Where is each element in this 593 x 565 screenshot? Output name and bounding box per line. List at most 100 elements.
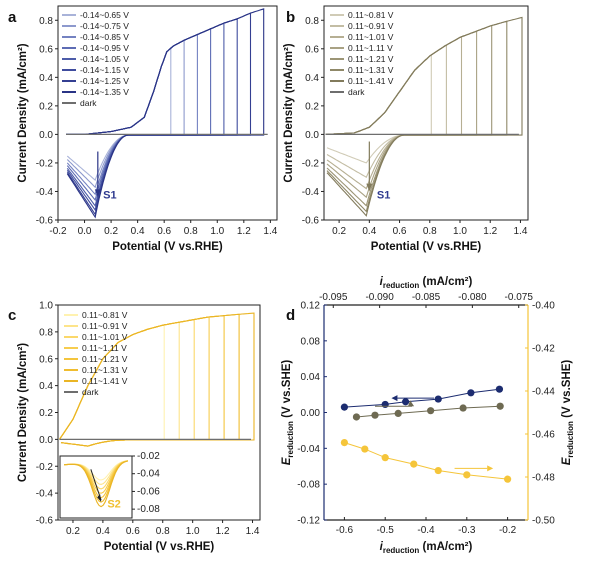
y-tick-label: 0.6 <box>39 354 53 365</box>
legend-entry: 0.11~0.91 V <box>348 21 394 31</box>
y-axis-label-unit: (V vs.SHE) <box>281 360 293 422</box>
data-point-navy <box>467 389 475 397</box>
y-tick-label: 0.6 <box>305 44 319 55</box>
x-tick-label: -0.3 <box>458 525 476 536</box>
arrow-head <box>391 395 398 402</box>
x-tick-label: 0.4 <box>362 226 376 237</box>
y-tick-label: 0.0 <box>39 130 53 141</box>
panel-a-chart: -0.2 0.0 0.2 0.4 0.6 0.8 1.0 1.2 1.4 -0.6 -0.4 -0.2… <box>17 5 278 253</box>
legend-entry: -0.14~0.75 V <box>80 21 129 31</box>
legend-entry: -0.14~0.85 V <box>80 32 129 42</box>
y-axis-label-sub: reduction <box>286 421 295 458</box>
x2-axis-label-sub: reduction <box>383 281 420 290</box>
inset-tick-label: -0.04 <box>137 469 160 480</box>
x-tick-label: 1.4 <box>263 226 277 237</box>
x2-axis-label-unit: (mA/cm²) <box>419 276 472 288</box>
data-point-olive <box>352 413 361 421</box>
x-tick-label: 0.8 <box>184 226 198 237</box>
y2-tick-label: -0.42 <box>532 344 555 355</box>
y2-axis-label-sub: reduction <box>566 421 575 458</box>
arrow-head <box>366 183 373 192</box>
y2-tick-label: -0.48 <box>532 473 555 484</box>
data-point-navy <box>381 400 389 409</box>
data-point-yellow <box>463 471 471 479</box>
x2-axis-label-main: i <box>380 276 384 288</box>
x-tick-label: 0.4 <box>131 226 145 237</box>
x-axis-label: ireduction (mA/cm²) <box>380 541 473 555</box>
annotation-s1: S1 <box>103 190 116 202</box>
legend-entry: 0.11~1.41 V <box>348 76 394 86</box>
data-point-yellow <box>504 475 512 483</box>
y-tick-label: 0.12 <box>301 301 321 312</box>
x-tick-label: 1.0 <box>186 526 200 537</box>
y-tick-label: -0.4 <box>36 187 54 198</box>
x-tick-label: -0.2 <box>499 525 517 536</box>
legend: 0.11~0.81 V0.11~0.91 V0.11~1.01 V0.11~1.… <box>330 10 394 97</box>
y-tick-label: -0.4 <box>36 489 54 500</box>
legend-entry: dark <box>82 387 99 397</box>
arrow-head <box>408 400 415 407</box>
legend-entry: 0.11~1.11 V <box>348 43 393 53</box>
legend-entry: -0.14~0.65 V <box>80 10 129 20</box>
legend-entry: 0.11~1.31 V <box>348 65 394 75</box>
data-point-navy <box>402 398 410 406</box>
data-point-olive <box>371 411 379 419</box>
arrow-head <box>487 465 494 472</box>
x-axis-label: Potential (V vs.RHE) <box>104 541 215 553</box>
annotation-s2: S2 <box>107 498 120 510</box>
x-tick-label: 1.2 <box>216 526 230 537</box>
x-tick-label: 0.2 <box>332 226 346 237</box>
legend-entry: -0.14~1.15 V <box>80 65 129 75</box>
legend-entry: -0.14~0.95 V <box>80 43 129 53</box>
y2-tick-label: -0.44 <box>532 387 555 398</box>
y-tick-label: 0.6 <box>39 44 53 55</box>
y-tick-label: -0.6 <box>36 216 54 227</box>
y-tick-label: 1.0 <box>39 301 53 312</box>
legend-entry: dark <box>348 87 365 97</box>
x2-tick-label: -0.080 <box>458 292 487 303</box>
cv-curve-a-7 <box>66 8 265 219</box>
x-tick-label: -0.5 <box>377 525 395 536</box>
x-tick-label: 1.0 <box>453 226 467 237</box>
legend-entry: 0.11~1.01 V <box>348 32 394 42</box>
arrow-head <box>94 189 101 198</box>
plot-frame <box>57 5 278 221</box>
y-tick-label: 0.2 <box>39 408 53 419</box>
y-axis-label: Current Density (mA/cm²) <box>17 343 29 482</box>
legend-entry: 0.11~1.31 V <box>82 365 128 375</box>
x-tick-label: -0.6 <box>336 525 354 536</box>
y-tick-label: 0.4 <box>305 73 319 84</box>
y-tick-label: -0.4 <box>302 187 320 198</box>
inset-tick-label: -0.02 <box>137 451 160 462</box>
arrow-head <box>97 494 102 503</box>
y-axis-label: Ereduction (V vs.SHE) <box>281 360 295 466</box>
panel-label-d: d <box>286 307 295 324</box>
x-tick-label: 1.2 <box>483 226 497 237</box>
y-tick-label: 0.4 <box>39 73 53 84</box>
inset-curve <box>64 460 129 508</box>
legend: -0.14~0.65 V-0.14~0.75 V-0.14~0.85 V-0.1… <box>62 10 129 108</box>
data-point-navy <box>495 385 504 393</box>
panel-label-c: c <box>8 307 16 324</box>
data-point-yellow <box>381 454 389 462</box>
data-point-navy <box>434 395 442 403</box>
y-axis-label: Current Density (mA/cm²) <box>17 43 29 182</box>
x-tick-label: 0.2 <box>104 226 118 237</box>
y-tick-label: 0.4 <box>39 381 53 392</box>
x-axis-label: Potential (V vs.RHE) <box>371 241 482 253</box>
inset-chart: -0.02 -0.04 -0.06 -0.08 S2 <box>59 451 160 519</box>
x2-axis-label: ireduction (mA/cm²) <box>380 276 473 290</box>
y-tick-label: 0.8 <box>39 16 53 27</box>
legend-entry: -0.14~1.05 V <box>80 54 129 64</box>
data-point-yellow <box>434 466 442 475</box>
y-tick-label: 0.2 <box>39 101 53 112</box>
x2-tick-label: -0.075 <box>505 292 534 303</box>
inset-tick-label: -0.06 <box>137 486 160 497</box>
legend-entry: -0.14~1.35 V <box>80 87 129 97</box>
y-tick-label: -0.2 <box>36 158 54 169</box>
y-tick-label: 0.04 <box>301 372 321 383</box>
y-tick-label: -0.12 <box>297 516 320 527</box>
legend-entry: 0.11~0.81 V <box>82 310 128 320</box>
y2-tick-label: -0.40 <box>532 301 555 312</box>
